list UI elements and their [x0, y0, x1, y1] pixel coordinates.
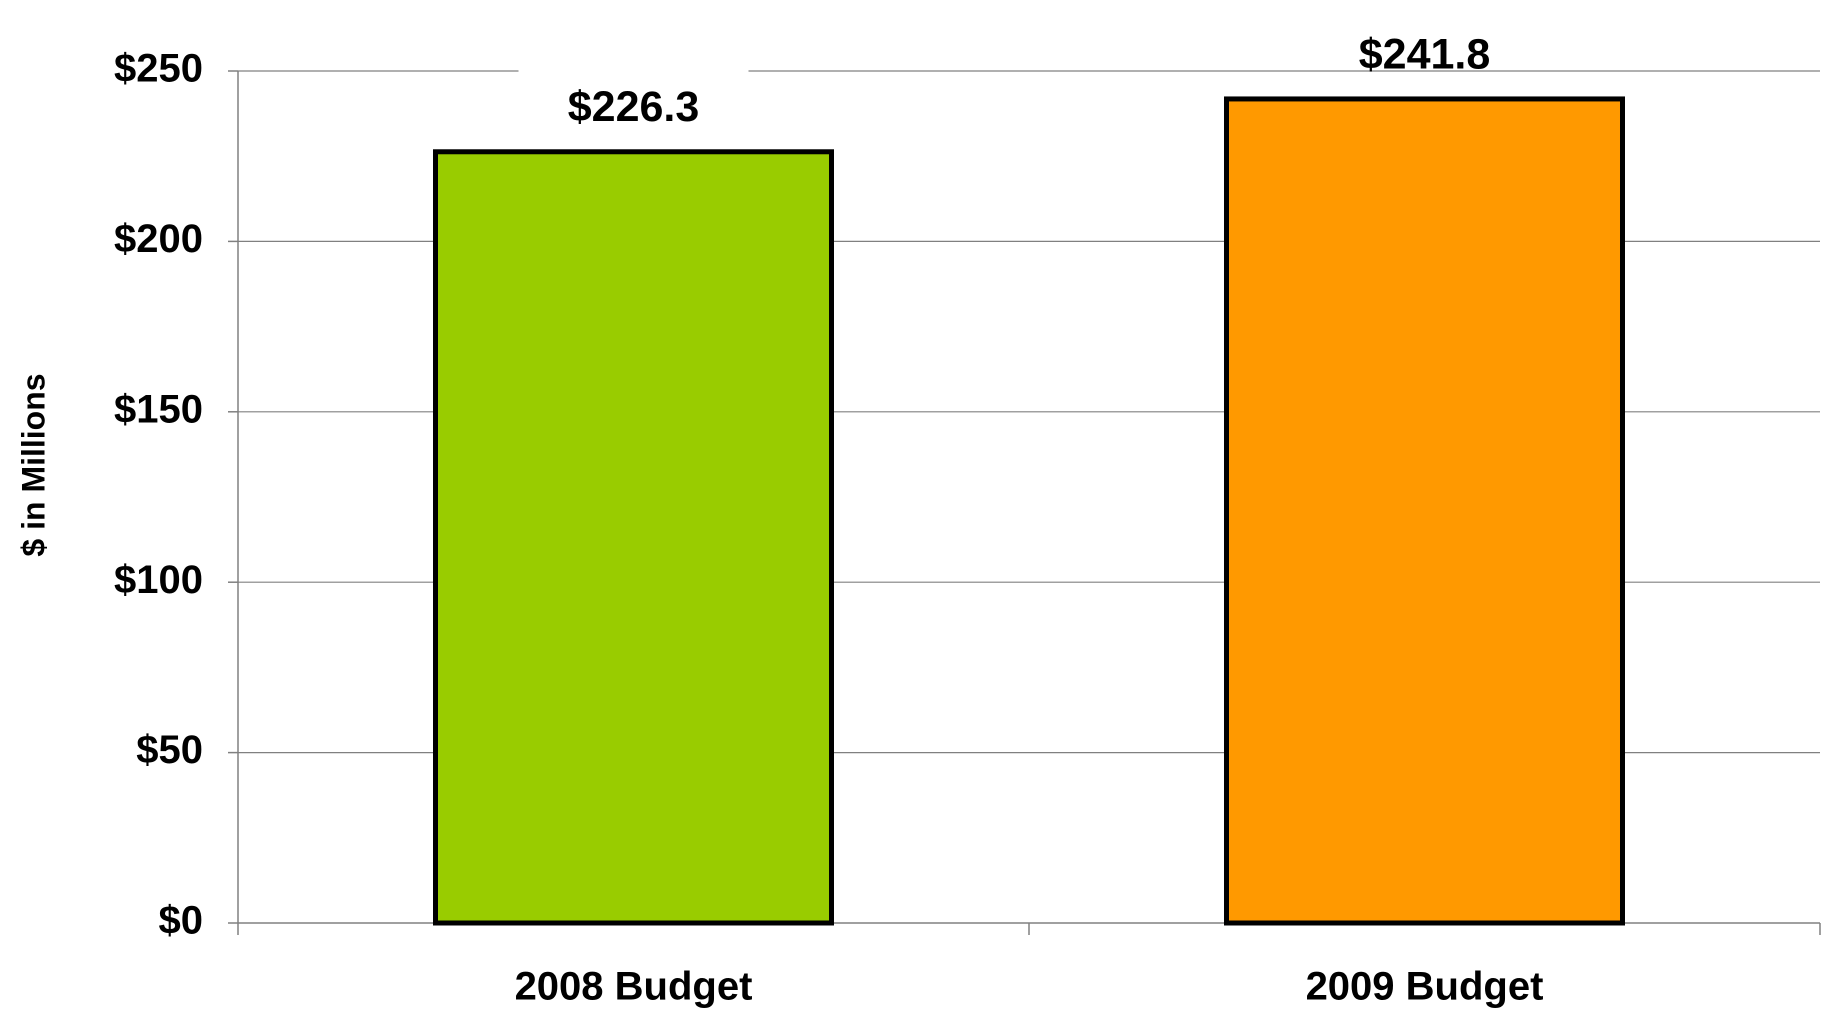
- y-tick-label: $100: [114, 558, 203, 602]
- bar-2008-budget: [433, 149, 834, 926]
- data-label: $226.3: [568, 83, 700, 131]
- data-label: $241.8: [1359, 30, 1491, 78]
- y-tick-label: $0: [159, 899, 204, 943]
- y-tick-label: $50: [136, 728, 203, 772]
- data-label-background: [518, 59, 749, 122]
- y-tick-label: $200: [114, 217, 203, 261]
- bar-2009-budget: [1224, 96, 1625, 926]
- y-tick-label: $150: [114, 387, 203, 431]
- x-tick-label: 2009 Budget: [1306, 965, 1544, 1009]
- data-label-background: [1309, 6, 1540, 69]
- y-tick-label: $250: [114, 47, 203, 91]
- y-axis-title: $ in Millions: [15, 373, 51, 556]
- bars: [433, 6, 1625, 926]
- x-tick-label: 2008 Budget: [515, 965, 753, 1009]
- labels: $0 $50 $100 $150 $200 $250 $226.3 2008 Budget $2…: [114, 30, 1543, 1008]
